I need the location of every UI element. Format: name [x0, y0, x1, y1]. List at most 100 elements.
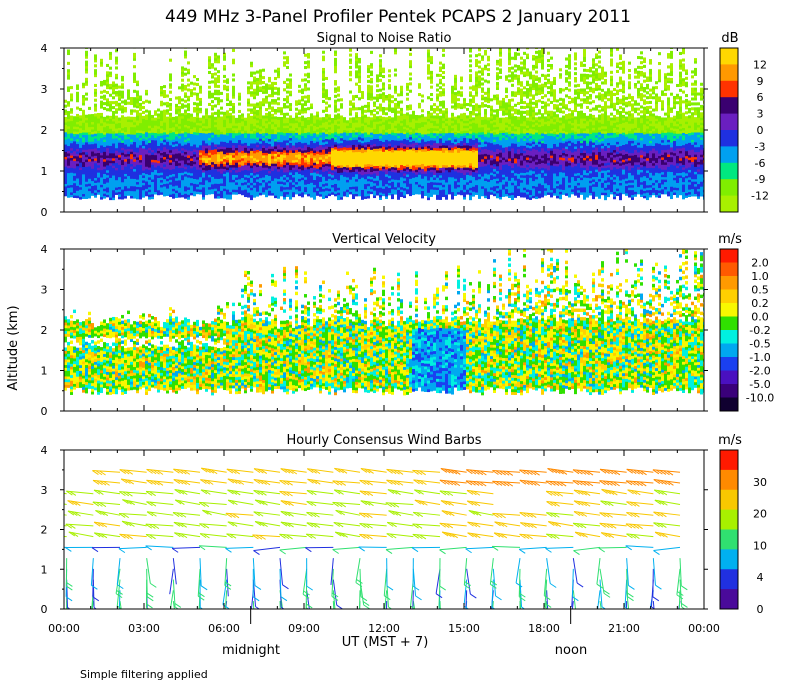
snr-cell	[148, 112, 151, 116]
snr-cell	[142, 110, 145, 115]
snr-cell	[136, 95, 139, 99]
snr-cell	[373, 138, 376, 142]
snr-cell	[115, 147, 118, 151]
snr-cell	[355, 119, 358, 123]
snr-cell	[307, 119, 310, 123]
snr-cell	[82, 102, 85, 106]
snr-cell	[385, 195, 388, 199]
snr-cell	[268, 128, 271, 132]
snr-cell	[217, 70, 220, 74]
snr-cell	[367, 195, 370, 199]
snr-cell	[277, 153, 280, 157]
snr-cell	[121, 85, 124, 89]
snr-cell	[418, 154, 421, 158]
snr-cell	[172, 134, 175, 138]
snr-cell	[259, 71, 262, 75]
snr-cell	[169, 147, 172, 151]
snr-cell	[208, 63, 211, 67]
snr-cell	[286, 171, 289, 175]
snr-cell	[151, 159, 154, 163]
snr-cell	[340, 135, 343, 139]
snr-cell	[355, 166, 358, 170]
snr-cell	[343, 176, 346, 180]
snr-cell	[394, 134, 397, 139]
snr-cell	[67, 101, 70, 105]
snr-cell	[388, 96, 391, 100]
snr-cell	[100, 157, 103, 161]
snr-cell	[346, 169, 349, 173]
snr-cell	[223, 129, 226, 133]
snr-cell	[274, 165, 277, 169]
snr-cell	[226, 132, 229, 136]
snr-cell	[142, 125, 145, 129]
snr-cell	[415, 122, 418, 126]
snr-cell	[214, 153, 217, 157]
snr-cell	[76, 136, 79, 140]
snr-cell	[94, 108, 97, 112]
snr-cell	[163, 156, 166, 160]
snr-cell	[316, 114, 319, 118]
snr-cell	[106, 147, 109, 151]
snr-cell	[139, 152, 142, 156]
snr-cell	[286, 193, 289, 197]
snr-cell	[94, 160, 97, 164]
snr-cell	[262, 159, 265, 163]
snr-cell	[157, 120, 160, 124]
snr-cell	[433, 167, 436, 171]
snr-cell	[244, 193, 247, 198]
snr-cell	[202, 137, 205, 141]
snr-cell	[196, 107, 199, 111]
snr-cell	[358, 190, 361, 194]
snr-cell	[340, 184, 343, 188]
snr-cell	[277, 92, 280, 96]
snr-cell	[94, 150, 97, 154]
snr-cell	[115, 130, 118, 134]
snr-cell	[217, 180, 220, 184]
snr-cell	[124, 106, 127, 111]
snr-cell	[361, 152, 364, 156]
snr-cell	[418, 137, 421, 141]
snr-cell	[196, 124, 199, 128]
snr-cell	[85, 139, 88, 143]
snr-cell	[313, 174, 316, 178]
snr-cell	[409, 121, 412, 125]
snr-cell	[328, 129, 331, 133]
snr-cell	[346, 162, 349, 166]
snr-cell	[100, 132, 103, 136]
snr-cell	[298, 168, 301, 172]
snr-cell	[145, 119, 148, 123]
snr-cell	[169, 157, 172, 161]
snr-cell	[319, 124, 322, 128]
snr-cell	[331, 149, 334, 154]
snr-cell	[349, 70, 352, 74]
snr-cell	[271, 148, 274, 152]
snr-cell	[100, 184, 103, 188]
snr-cell	[316, 116, 319, 120]
snr-cell	[94, 172, 97, 176]
snr-cell	[166, 126, 169, 130]
snr-cell	[382, 175, 385, 179]
snr-cell	[262, 90, 265, 94]
snr-cell	[391, 117, 394, 121]
snr-cell	[232, 88, 235, 92]
snr-cell	[190, 116, 193, 120]
snr-cell	[64, 175, 67, 180]
snr-cell	[67, 88, 70, 92]
snr-cell	[409, 143, 412, 147]
snr-cell	[115, 132, 118, 136]
snr-cell	[265, 191, 268, 195]
snr-cell	[112, 113, 115, 117]
snr-cell	[121, 171, 124, 175]
snr-cell	[133, 119, 136, 123]
snr-cell	[142, 152, 145, 156]
snr-cell	[196, 114, 199, 118]
snr-cell	[178, 101, 181, 105]
snr-cell	[304, 78, 307, 82]
snr-cell	[94, 194, 97, 198]
snr-cell	[310, 128, 313, 132]
snr-cell	[178, 192, 181, 196]
snr-cell	[247, 157, 250, 161]
snr-cell	[406, 132, 409, 136]
snr-cell	[235, 144, 238, 148]
snr-cell	[409, 183, 412, 187]
